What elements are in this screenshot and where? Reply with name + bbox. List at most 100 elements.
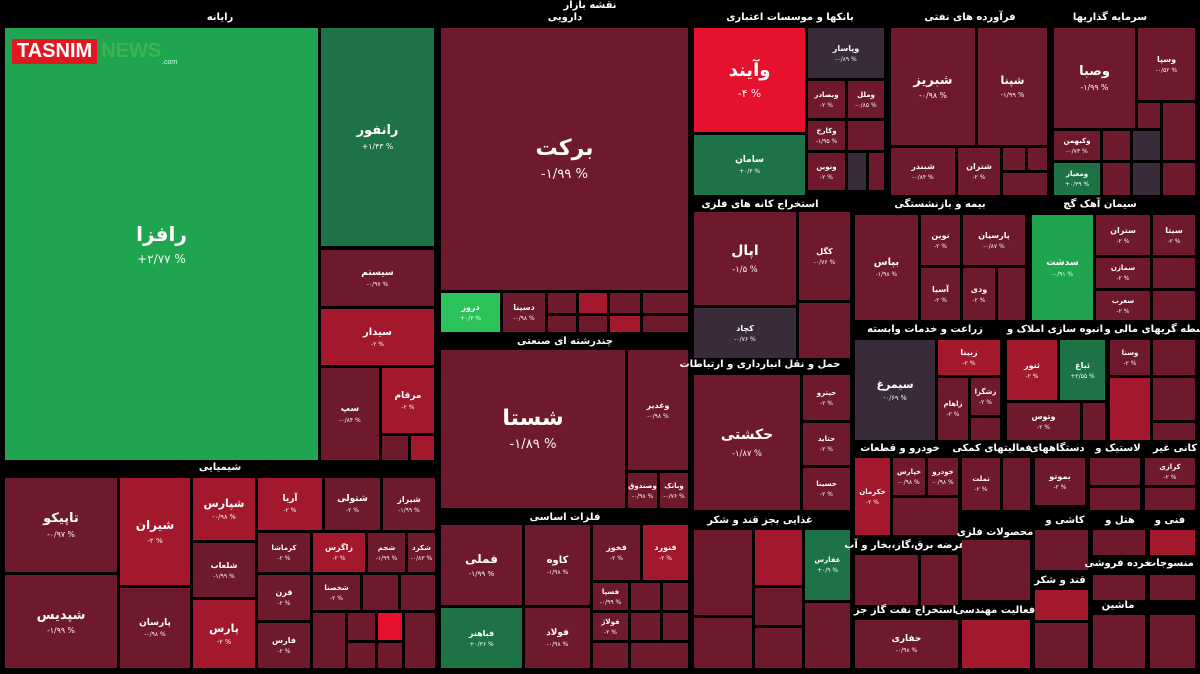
stock-change: -۰/۸۷ % <box>983 242 1005 250</box>
stock-name: وملل <box>857 90 875 99</box>
stock-name: ونوین <box>816 162 837 171</box>
logo-domain: .com <box>162 59 178 66</box>
stock-tile: پارسان -۰/۹۸ % <box>120 588 190 668</box>
stock-change: -۲ % <box>147 535 163 545</box>
stock-tile: وسپا -۰/۵۲ % <box>1138 28 1195 100</box>
stock-tile: حکشتی -۱/۸۷ % <box>694 375 800 510</box>
stock-tile: وکبهمن -۰/۷۳ % <box>1054 131 1100 160</box>
stock-name: فولاژ <box>601 617 620 626</box>
filler-tile <box>893 498 958 535</box>
stock-tile: سمازن -۲ % <box>1096 258 1150 288</box>
stock-name: شکرد <box>412 543 431 552</box>
stock-change: -۲ % <box>277 554 291 562</box>
stock-change: -۰/۸۴ % <box>339 417 361 424</box>
stock-name: فباهنر <box>468 628 495 638</box>
stock-name: وغدیر <box>646 400 670 410</box>
sector-title: خودرو و قطعات <box>860 443 940 454</box>
stock-name: کاوه <box>546 554 569 566</box>
stock-name: سیدار <box>363 326 392 338</box>
sector-title: دستگاههای <box>1029 443 1085 454</box>
filler-tile <box>548 293 576 313</box>
stock-name: وآیند <box>728 60 771 82</box>
stock-tile: حتاید -۲ % <box>803 423 850 465</box>
filler-tile <box>694 618 752 668</box>
stock-change: -۲ % <box>820 173 833 181</box>
sector-title: دارویی <box>547 12 583 23</box>
stock-change: +۰/۳۶ % <box>469 640 494 648</box>
sector-title: ماشین <box>1101 600 1135 611</box>
stock-name: سدشت <box>1046 257 1079 268</box>
filler-tile <box>378 643 402 668</box>
stock-name: نوین <box>931 230 950 240</box>
filler-tile <box>1035 623 1088 668</box>
stock-tile: ثباغ +۲/۵۵ % <box>1060 340 1105 400</box>
stock-name: وسپا <box>1156 54 1177 64</box>
stock-tile: سیتا -۲ % <box>1153 215 1195 255</box>
stock-tile: خپارس -۰/۹۸ % <box>893 458 925 495</box>
filler-tile <box>363 575 398 610</box>
sector-title: فعالیتهای کمکی <box>952 443 1032 454</box>
filler-tile <box>805 603 850 668</box>
sector-title: شیمیایی <box>198 462 242 473</box>
filler-tile <box>1163 163 1195 195</box>
stock-tile: حپترو -۲ % <box>803 375 850 420</box>
sector-title: لاستیک و <box>1095 443 1141 454</box>
stock-change: -۲ % <box>962 360 976 367</box>
stock-name: تاپیکو <box>43 511 79 527</box>
stock-name: شجم <box>377 543 396 552</box>
stock-name: شپارس <box>203 496 245 510</box>
filler-tile <box>1150 575 1195 600</box>
stock-name: پارسان <box>139 618 171 628</box>
stock-change: -۲ % <box>1116 307 1130 315</box>
filler-tile <box>401 575 435 610</box>
stock-name: فخوز <box>606 543 627 552</box>
filler-tile <box>610 293 640 313</box>
stock-tile: پارس -۲ % <box>193 600 255 668</box>
filler-tile <box>1035 590 1088 620</box>
stock-change: -۰/۹۱ % <box>1051 270 1074 278</box>
sector-title: خرده فروشی <box>1084 558 1152 569</box>
stock-name: کچاد <box>736 323 754 333</box>
stock-tile: دروز +۰/۳ % <box>441 293 500 332</box>
stock-tile: وغدیر -۰/۹۸ % <box>628 350 688 470</box>
stock-name: کگل <box>816 246 833 256</box>
stock-tile: آریا -۲ % <box>258 478 322 530</box>
stock-change: -۱/۸۹ % <box>509 437 557 453</box>
filler-tile <box>1028 148 1047 170</box>
stock-name: شیران <box>135 518 175 533</box>
stock-tile: وکارخ -۱/۹۵ % <box>808 121 845 150</box>
stock-change: -۲ % <box>1167 237 1181 245</box>
stock-name: وپاسار <box>832 43 860 53</box>
filler-tile <box>998 268 1025 320</box>
filler-tile <box>694 530 752 615</box>
stock-change: -۰/۹۷ % <box>366 281 389 288</box>
stock-tile: کرازی -۲ % <box>1145 458 1195 485</box>
stock-tile: فنورد -۲ % <box>643 525 688 580</box>
filler-tile <box>1150 615 1195 668</box>
stock-name: خپارس <box>896 467 922 476</box>
stock-name: شپنا <box>1000 74 1025 88</box>
stock-tile: تاپیکو -۰/۹۷ % <box>5 478 117 572</box>
filler-tile <box>1103 131 1130 160</box>
stock-tile: تملت -۲ % <box>962 458 1000 510</box>
stock-name: ثنور <box>1024 360 1040 370</box>
filler-tile <box>643 293 688 313</box>
stock-name: شیراز <box>397 494 421 504</box>
sector-title: رایانه <box>206 12 234 23</box>
stock-tile: وپاسار -۰/۸۹ % <box>808 28 884 78</box>
stock-tile: خودرو -۰/۹۸ % <box>928 458 958 495</box>
stock-change: -۰/۸۵ % <box>855 101 877 109</box>
filler-tile <box>1093 530 1145 555</box>
stock-change: -۲ % <box>1163 473 1177 481</box>
stock-name: پارس <box>209 621 239 635</box>
filler-tile <box>1153 340 1195 375</box>
stock-change: -۴ % <box>737 86 762 100</box>
stock-change: +۱/۴۳ % <box>361 141 394 151</box>
stock-tile: وآیند -۴ % <box>694 28 805 132</box>
filler-tile <box>631 613 660 640</box>
filler-tile <box>1163 103 1195 160</box>
stock-change: -۲ % <box>820 101 833 109</box>
filler-tile <box>855 555 918 605</box>
stock-tile: شلعاب -۱/۹۹ % <box>193 543 255 597</box>
